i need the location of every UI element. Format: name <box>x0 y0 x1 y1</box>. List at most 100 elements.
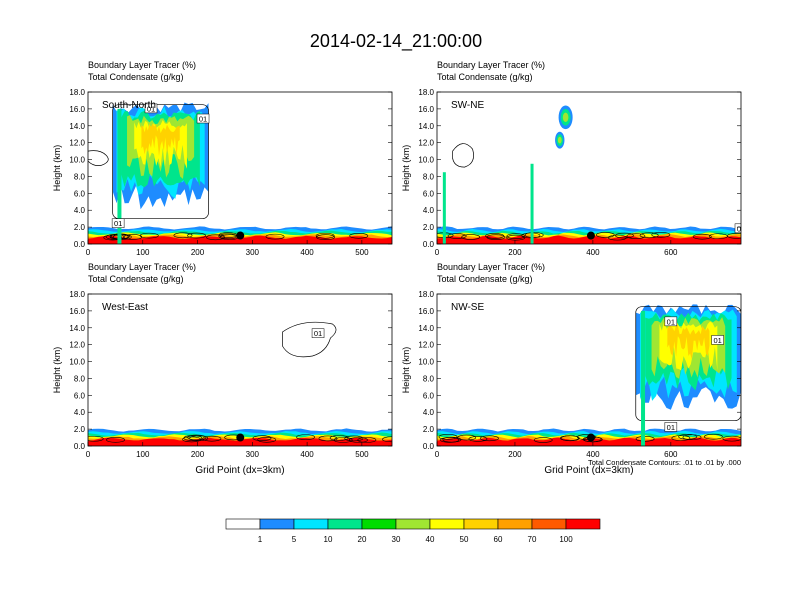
colorbar-label: 60 <box>494 535 503 544</box>
y-tick-label: 10.0 <box>418 156 434 165</box>
condensate-contour <box>252 435 272 441</box>
updraft-column <box>442 172 446 244</box>
y-tick-label: 6.0 <box>74 189 86 198</box>
contour-label: 01 <box>737 224 745 233</box>
contour-label-box <box>734 223 741 234</box>
location-marker <box>236 433 245 442</box>
condensate-contour <box>189 435 209 442</box>
variable-label-tracer: Boundary Layer Tracer (%) <box>88 262 196 272</box>
x-tick-label: 0 <box>435 248 440 257</box>
y-tick-label: 8.0 <box>423 374 435 383</box>
condensate-contour <box>382 436 392 443</box>
condensate-contour <box>682 434 702 441</box>
condensate-contour <box>173 232 193 239</box>
cloud-layer <box>667 325 710 360</box>
colorbar-label: 100 <box>559 535 573 544</box>
condensate-contour <box>316 234 335 241</box>
colorbar-swatch <box>565 518 601 530</box>
condensate-contour <box>703 433 723 440</box>
colorbar-label: 20 <box>358 535 367 544</box>
panel-sw-ne: 01 0.0 2.0 4.0 6.0 8.0 10.0 12.0 14.0 16.0 18.0 0 20… <box>401 60 745 257</box>
condensate-contour <box>440 437 459 443</box>
condensate-contour <box>692 233 712 240</box>
colorbar-label: 70 <box>528 535 537 544</box>
colorbar-swatch <box>463 518 499 530</box>
y-axis-label: Height (km) <box>52 145 62 192</box>
y-tick-label: 12.0 <box>418 341 434 350</box>
condensate-contour <box>635 436 655 442</box>
variable-label-tracer: Boundary Layer Tracer (%) <box>437 60 545 70</box>
y-tick-label: 10.0 <box>418 358 434 367</box>
condensate-contour <box>123 234 143 240</box>
cloud-blob <box>557 136 562 144</box>
x-axis-label: Grid Point (dx=3km) <box>544 465 633 476</box>
colorbar-label: 1 <box>258 535 263 544</box>
contour-label: 01 <box>114 219 122 228</box>
y-tick-label: 6.0 <box>423 189 435 198</box>
y-tick-label: 14.0 <box>69 324 85 333</box>
colorbar-label: 10 <box>324 535 333 544</box>
panel-name: South-North <box>102 100 156 111</box>
y-tick-label: 0.0 <box>423 240 435 249</box>
updraft-column <box>641 310 646 446</box>
y-axis-label: Height (km) <box>52 347 62 394</box>
y-tick-label: 2.0 <box>74 425 86 434</box>
x-tick-label: 400 <box>300 450 314 459</box>
contour-label-box <box>311 328 325 338</box>
y-tick-label: 8.0 <box>74 172 86 181</box>
condensate-contour <box>607 234 627 241</box>
cloud-outline-contour <box>88 150 109 166</box>
location-marker <box>586 433 595 442</box>
y-tick-label: 10.0 <box>69 156 85 165</box>
x-tick-label: 400 <box>586 450 600 459</box>
colorbar-swatch <box>531 518 567 530</box>
y-axis-label: Height (km) <box>401 347 411 394</box>
condensate-contour <box>318 435 338 442</box>
panel-south-north: 01 01 01 0.0 2.0 4.0 6.0 8.0 10.0 12.0 14.0 16.0 18.… <box>52 60 393 257</box>
condensate-contour <box>639 232 659 239</box>
condensate-contour <box>296 434 316 440</box>
condensate-contour <box>461 234 481 240</box>
y-tick-label: 0.0 <box>74 240 86 249</box>
x-tick-label: 600 <box>664 248 678 257</box>
variable-label-tracer: Boundary Layer Tracer (%) <box>88 60 196 70</box>
plot-area: 01 <box>437 105 745 244</box>
y-axis-label: Height (km) <box>401 145 411 192</box>
cloud-outline-contour <box>451 143 474 168</box>
x-tick-label: 0 <box>86 450 91 459</box>
plot-frame <box>436 91 742 245</box>
y-tick-label: 10.0 <box>69 358 85 367</box>
condensate-contour <box>206 234 225 241</box>
panel-name: NW-SE <box>451 302 484 313</box>
condensate-contour <box>348 437 368 443</box>
condensate-contour <box>438 434 458 440</box>
variable-label-condensate: Total Condensate (g/kg) <box>88 72 184 82</box>
y-tick-label: 2.0 <box>423 223 435 232</box>
contour-label: 01 <box>199 115 207 124</box>
condensate-contour <box>506 233 526 239</box>
y-tick-label: 4.0 <box>74 408 86 417</box>
condensate-contour <box>265 233 285 240</box>
y-tick-label: 14.0 <box>69 122 85 131</box>
y-tick-label: 12.0 <box>69 139 85 148</box>
condensate-contour <box>88 435 104 442</box>
condensate-contour <box>333 437 353 443</box>
y-tick-label: 14.0 <box>418 122 434 131</box>
contour-label: 01 <box>667 317 675 326</box>
condensate-contour <box>524 232 544 238</box>
y-tick-label: 2.0 <box>423 425 435 434</box>
contour-label-box <box>111 218 125 228</box>
y-tick-label: 4.0 <box>423 408 435 417</box>
condensate-contour <box>671 435 691 441</box>
y-tick-label: 18.0 <box>418 290 434 299</box>
condensate-contour <box>615 232 634 239</box>
condensate-contour <box>187 232 207 239</box>
cloud-layer <box>141 123 180 157</box>
condensate-contour <box>187 434 207 441</box>
condensate-contour <box>139 232 159 239</box>
contour-label-box <box>144 103 158 114</box>
contour-note: Total Condensate Contours: .01 to .01 by… <box>588 458 741 467</box>
x-tick-label: 200 <box>191 248 205 257</box>
variable-label-tracer: Boundary Layer Tracer (%) <box>437 262 545 272</box>
contour-label: 01 <box>667 423 675 432</box>
